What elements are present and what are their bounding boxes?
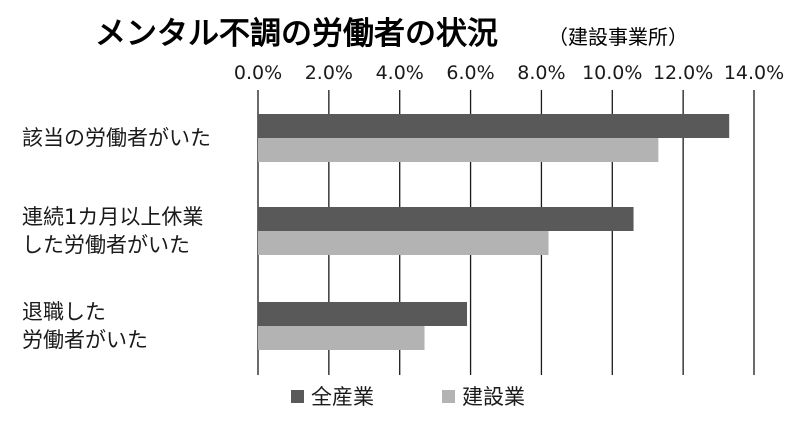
x-axis-ticks: 0.0% 2.0% 4.0% 6.0% 8.0% 10.0% 12.0% 14.0% — [234, 62, 784, 84]
bar-construction — [258, 138, 659, 162]
bar-construction — [258, 231, 549, 255]
category-label: 該当の労働者がいた — [22, 126, 211, 150]
legend-label: 全産業 — [311, 385, 374, 409]
x-tick-label: 8.0% — [517, 62, 565, 84]
bar-all-industry — [258, 302, 468, 326]
bars — [258, 114, 730, 350]
legend-swatch — [442, 390, 455, 403]
category-label: 労働者がいた — [22, 328, 148, 352]
x-tick-label: 14.0% — [724, 62, 784, 84]
chart-title: メンタル不調の労働者の状況 — [95, 16, 498, 52]
x-tick-label: 10.0% — [582, 62, 642, 84]
category-label: した労働者がいた — [22, 233, 190, 257]
x-tick-label: 2.0% — [305, 62, 353, 84]
x-tick-label: 6.0% — [446, 62, 494, 84]
legend-swatch — [291, 390, 304, 403]
category-label: 退職した — [22, 300, 106, 324]
bar-all-industry — [258, 114, 730, 138]
bar-all-industry — [258, 207, 634, 231]
legend-label: 建設業 — [462, 385, 525, 409]
chart-subtitle: （建設事業所） — [548, 25, 688, 49]
category-label: 連続1カ月以上休業 — [22, 205, 203, 229]
legend: 全産業 建設業 — [291, 385, 525, 409]
x-tick-label: 4.0% — [376, 62, 424, 84]
x-tick-label: 0.0% — [234, 62, 282, 84]
x-tick-label: 12.0% — [653, 62, 713, 84]
bar-construction — [258, 326, 425, 350]
